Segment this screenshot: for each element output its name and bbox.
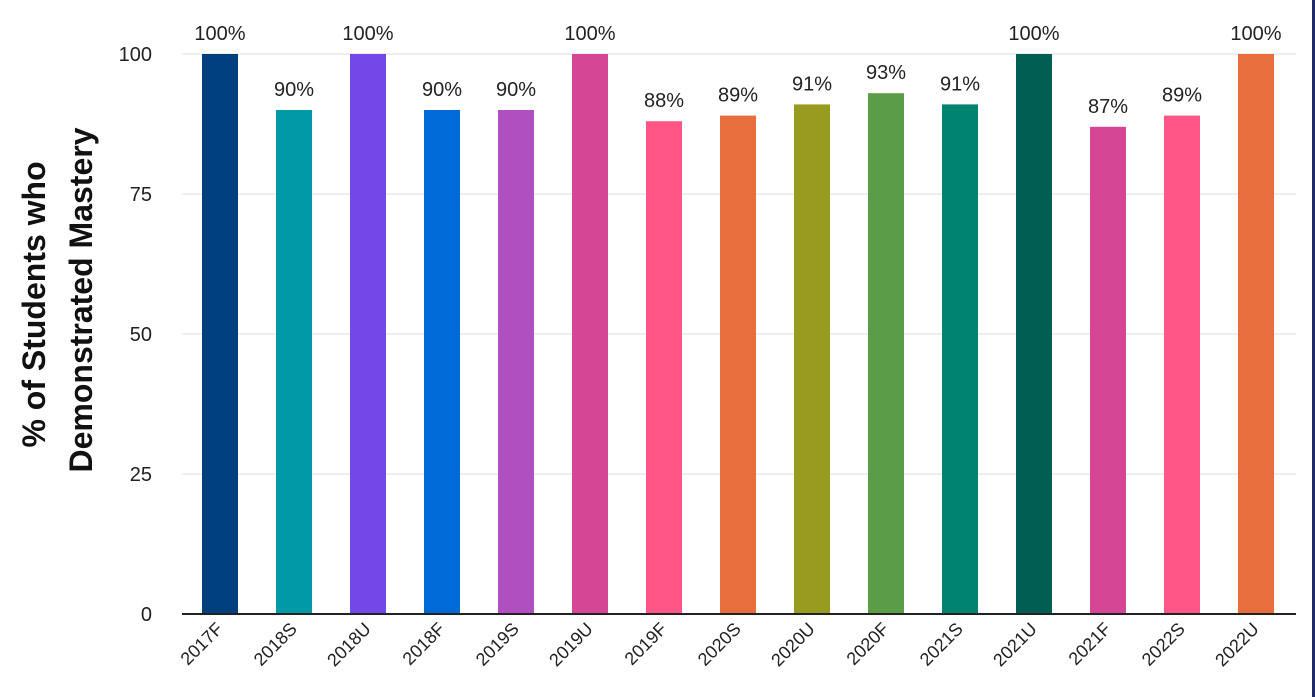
bar-2022U	[1238, 54, 1274, 614]
data-label-2022U: 100%	[1230, 23, 1281, 45]
data-label-2020S: 89%	[718, 85, 758, 107]
x-tick-label-2017F: 2017F	[177, 619, 227, 669]
x-tick-label-2021F: 2021F	[1065, 619, 1115, 669]
bar-2022S	[1164, 115, 1200, 614]
bar-2021U	[1016, 54, 1052, 614]
x-axis-ticks: 2017F 2018S 2018U 2018F 2019S 2019U 2019F 2020S…	[177, 619, 1263, 671]
data-label-2018S: 90%	[274, 79, 314, 101]
bar-2019S	[498, 110, 534, 614]
x-tick-label-2020U: 2020U	[767, 619, 819, 671]
data-label-2018F: 90%	[422, 79, 462, 101]
x-tick-label-2022U: 2022U	[1211, 619, 1263, 671]
y-tick-label: 100	[119, 44, 152, 66]
x-tick-label-2018S: 2018S	[250, 619, 301, 670]
data-label-2021S: 91%	[940, 73, 980, 95]
y-axis-label-line-1: % of Students who	[16, 161, 52, 447]
x-tick-label-2021U: 2021U	[989, 619, 1041, 671]
x-tick-label-2020S: 2020S	[694, 619, 745, 670]
data-label-2018U: 100%	[342, 23, 393, 45]
y-axis-label-line-2: Demonstrated Mastery	[63, 127, 99, 472]
bar-2021F	[1090, 126, 1126, 615]
bar-2019U	[572, 54, 608, 614]
data-label-2017F: 100%	[194, 23, 245, 45]
bar-2017F	[202, 54, 238, 614]
bar-2018U	[350, 54, 386, 614]
data-label-2021U: 100%	[1008, 23, 1059, 45]
bar-2020S	[720, 115, 756, 614]
data-label-2019F: 88%	[644, 90, 684, 112]
y-axis-label: % of Students who Demonstrated Mastery	[16, 127, 99, 472]
data-label-2022S: 89%	[1162, 85, 1202, 107]
bar-2020U	[794, 104, 830, 615]
y-axis-ticks: 0 25 50 75 100	[119, 44, 152, 626]
y-tick-label: 25	[130, 464, 152, 486]
bar-2018F	[424, 110, 460, 614]
data-label-2019U: 100%	[564, 23, 615, 45]
x-tick-label-2019F: 2019F	[621, 619, 671, 669]
x-tick-label-2022S: 2022S	[1138, 619, 1189, 670]
data-labels: 100% 90% 100% 90% 90% 100% 88% 89% 91% 93% 91% 100%…	[194, 23, 1281, 118]
y-tick-label: 0	[141, 604, 152, 626]
bars	[202, 54, 1274, 615]
x-tick-label-2019S: 2019S	[472, 619, 523, 670]
data-label-2019S: 90%	[496, 79, 536, 101]
x-tick-label-2021S: 2021S	[916, 619, 967, 670]
bar-2020F	[868, 93, 904, 614]
x-tick-label-2018U: 2018U	[323, 619, 375, 671]
bar-2018S	[276, 110, 312, 614]
data-label-2020U: 91%	[792, 73, 832, 95]
data-label-2021F: 87%	[1088, 96, 1128, 118]
x-tick-label-2020F: 2020F	[843, 619, 893, 669]
x-tick-label-2019U: 2019U	[545, 619, 597, 671]
y-tick-label: 50	[130, 324, 152, 346]
x-tick-label-2018F: 2018F	[399, 619, 449, 669]
y-tick-label: 75	[130, 184, 152, 206]
data-label-2020F: 93%	[866, 62, 906, 84]
bar-2019F	[646, 121, 682, 614]
bar-2021S	[942, 104, 978, 615]
